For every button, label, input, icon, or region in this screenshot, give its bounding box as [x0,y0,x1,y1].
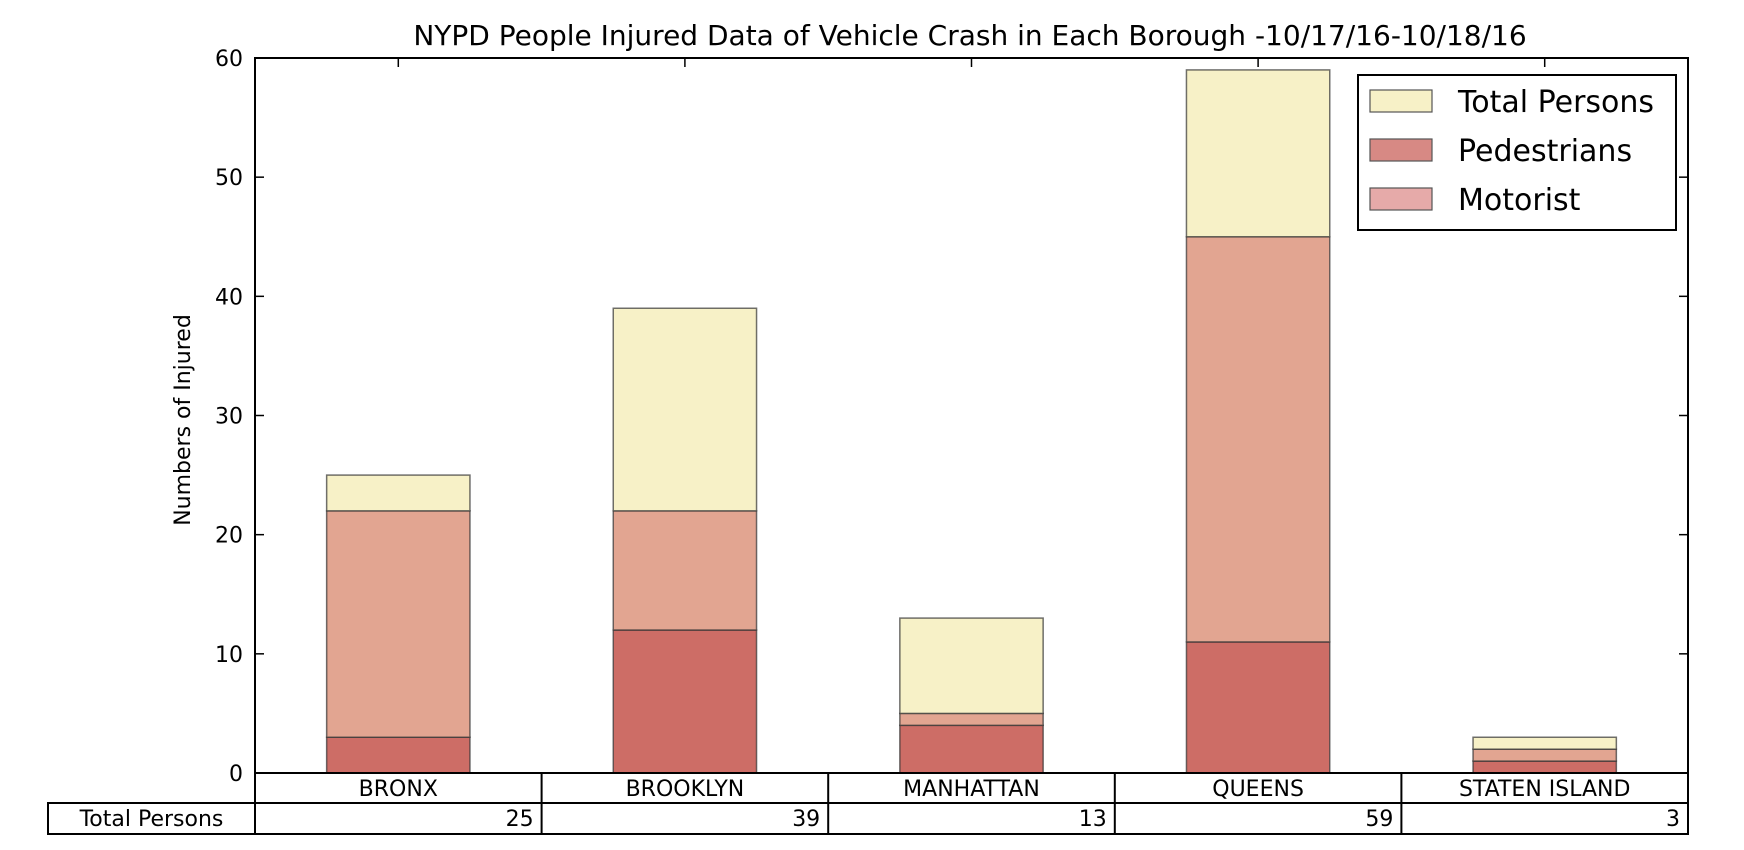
legend-label: Pedestrians [1458,134,1632,169]
bars-group [325,69,1618,774]
bar-motorist-brooklyn [612,510,758,631]
y-axis: 0 10 20 30 40 50 60 [215,47,1688,787]
bar-motorist-staten-island [1472,748,1618,762]
y-tick-label: 30 [215,405,243,430]
table-value: 25 [506,807,534,832]
bar-motorist-manhattan [899,712,1044,727]
table-value: 39 [792,807,820,832]
table-value: 13 [1079,807,1107,832]
y-tick-label: 10 [215,643,243,668]
legend-label: Total Persons [1457,85,1654,120]
bar-pedestrians-staten-island [1472,760,1618,774]
bar-pedestrians-queens [1185,641,1331,774]
legend: Total Persons Pedestrians Motorist [1357,74,1677,231]
y-tick-label: 0 [229,762,243,787]
y-tick-label: 20 [215,524,243,549]
x-category-label: STATEN ISLAND [1459,777,1631,802]
bar-total-persons-queens [1185,69,1331,238]
y-tick-label: 60 [215,47,243,72]
y-tick-label: 40 [215,285,243,310]
legend-label: Motorist [1458,183,1581,218]
x-category-label: MANHATTAN [903,777,1040,802]
bar-pedestrians-brooklyn [612,629,758,774]
bar-motorist-bronx [325,510,471,739]
x-category-label: BROOKLYN [626,777,745,802]
table-value-row [47,802,1689,835]
x-category-label: BRONX [359,777,438,802]
bar-total-persons-bronx [325,474,471,512]
table-value: 59 [1365,807,1393,832]
x-category-label: QUEENS [1212,777,1304,802]
data-table: Total Persons BRONX 25 BROOKLYN 39 MANHATTAN 1… [47,772,1689,835]
table-value: 3 [1666,807,1680,832]
bar-total-persons-staten-island [1472,736,1618,750]
y-axis-label: Numbers of Injured [171,314,196,526]
bar-motorist-queens [1185,236,1331,643]
bar-total-persons-manhattan [899,617,1044,715]
legend-swatch [1369,138,1433,162]
chart-title: NYPD People Injured Data of Vehicle Cras… [413,19,1526,52]
bar-pedestrians-bronx [325,736,471,774]
legend-swatch [1369,89,1433,113]
legend-swatch [1369,187,1433,211]
y-tick-label: 50 [215,166,243,191]
bar-pedestrians-manhattan [899,724,1044,774]
table-row-label: Total Persons [79,807,224,832]
bar-total-persons-brooklyn [612,307,758,512]
